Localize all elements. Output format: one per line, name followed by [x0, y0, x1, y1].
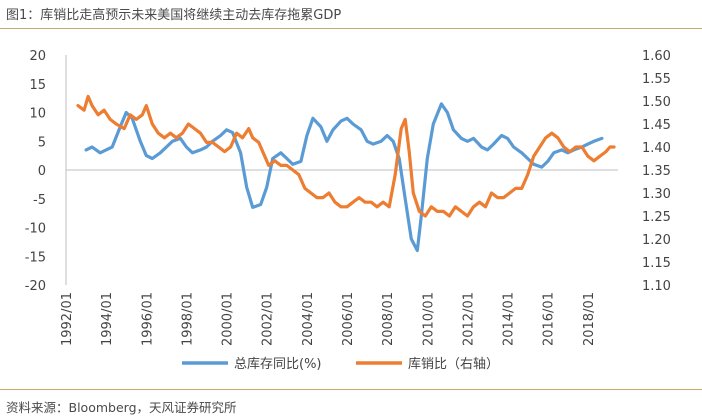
right-tick-label: 1.55: [642, 72, 671, 87]
legend-label-2: 库销比（右轴）: [408, 356, 499, 372]
chart-title: 图1：库销比走高预示未来美国将继续主动去库存拖累GDP: [6, 8, 342, 23]
x-tick-label: 2010/01: [421, 292, 436, 346]
left-tick-label: -5: [33, 193, 46, 208]
x-tick-label: 1992/01: [60, 292, 75, 346]
x-tick-label: 2004/01: [301, 292, 316, 346]
x-tick-label: 2008/01: [381, 292, 396, 346]
series-line-1: [84, 102, 604, 253]
right-axis-ticks: 1.60 1.55 1.50 1.45 1.40 1.35 1.30 1.25 1.20 1.15…: [642, 49, 671, 294]
x-tick-label: 2012/01: [461, 292, 476, 346]
left-tick-label: -10: [25, 222, 46, 237]
legend: 总库存同比(%) 库销比（右轴）: [182, 356, 499, 372]
x-tick-label: 2018/01: [582, 292, 597, 346]
right-tick-label: 1.60: [642, 49, 671, 64]
x-tick-label: 1994/01: [100, 292, 115, 346]
x-tick-label: 2000/01: [221, 292, 236, 346]
left-tick-label: 10: [29, 107, 46, 122]
right-tick-label: 1.40: [642, 141, 671, 156]
title-rule: [0, 28, 702, 29]
chart: 20 15 10 5 0 -5 -10 -15 -20 1.60 1.55 1.50 1.45 1.40…: [25, 49, 671, 372]
right-tick-label: 1.30: [642, 187, 671, 202]
series-line-2: [76, 94, 616, 218]
left-tick-label: 5: [38, 135, 46, 150]
right-tick-label: 1.45: [642, 118, 671, 133]
x-tick-label: 1996/01: [140, 292, 155, 346]
x-tick-label: 2016/01: [542, 292, 557, 346]
right-tick-label: 1.50: [642, 95, 671, 110]
left-tick-label: 20: [29, 49, 46, 64]
right-tick-label: 1.15: [642, 256, 671, 271]
left-tick-label: -20: [25, 279, 46, 294]
x-axis-ticks: 1992/01 1994/01 1996/01 1998/01 2000/01 2002/…: [60, 292, 597, 346]
left-axis-ticks: 20 15 10 5 0 -5 -10 -15 -20: [25, 49, 46, 294]
footer-rule: [0, 389, 702, 390]
x-tick-label: 2014/01: [502, 292, 517, 346]
x-tick-label: 2006/01: [341, 292, 356, 346]
left-tick-label: 15: [29, 78, 46, 93]
x-tick-label: 1998/01: [180, 292, 195, 346]
left-tick-label: 0: [38, 164, 46, 179]
legend-label-1: 总库存同比(%): [234, 356, 322, 372]
right-tick-label: 1.10: [642, 279, 671, 294]
right-tick-label: 1.25: [642, 210, 671, 225]
source-note: 资料来源：Bloomberg，天风证券研究所: [6, 400, 237, 415]
right-tick-label: 1.20: [642, 233, 671, 248]
right-tick-label: 1.35: [642, 164, 671, 179]
left-tick-label: -15: [25, 250, 46, 265]
series-group: [76, 94, 616, 253]
x-tick-label: 2002/01: [261, 292, 276, 346]
